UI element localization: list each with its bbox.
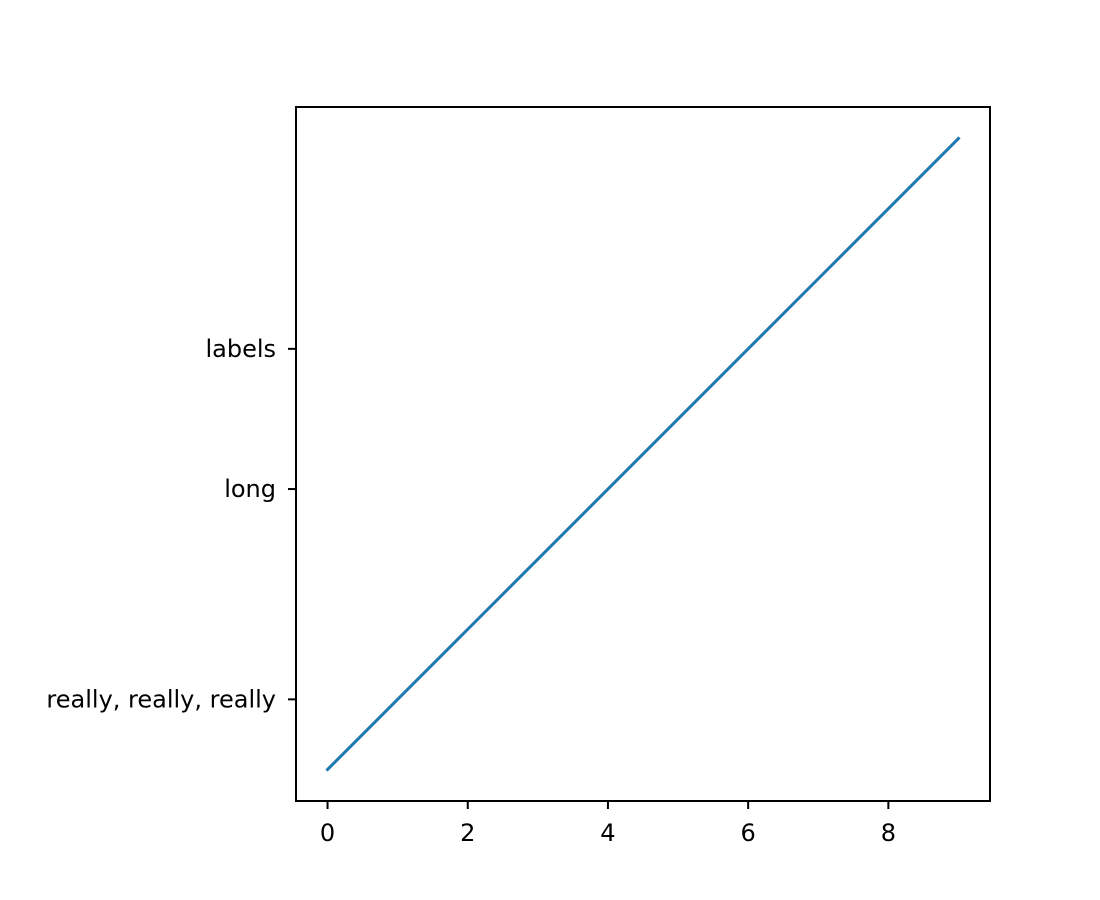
series-layer bbox=[325, 136, 961, 772]
x-axis-ticks: 0 2 4 6 8 bbox=[320, 801, 896, 847]
x-tick-label: 6 bbox=[741, 819, 756, 847]
x-tick-label: 4 bbox=[600, 819, 615, 847]
plot-frame bbox=[295, 106, 991, 802]
x-tick-label: 8 bbox=[881, 819, 896, 847]
series-line-0 bbox=[325, 136, 961, 772]
y-tick-label: really, really, really bbox=[46, 685, 276, 713]
y-axis-ticks: really, really, really long labels bbox=[46, 335, 296, 713]
x-tick-label: 2 bbox=[460, 819, 475, 847]
y-tick-label: labels bbox=[205, 335, 276, 363]
x-tick-label: 0 bbox=[320, 819, 335, 847]
y-tick-label: long bbox=[224, 475, 276, 503]
